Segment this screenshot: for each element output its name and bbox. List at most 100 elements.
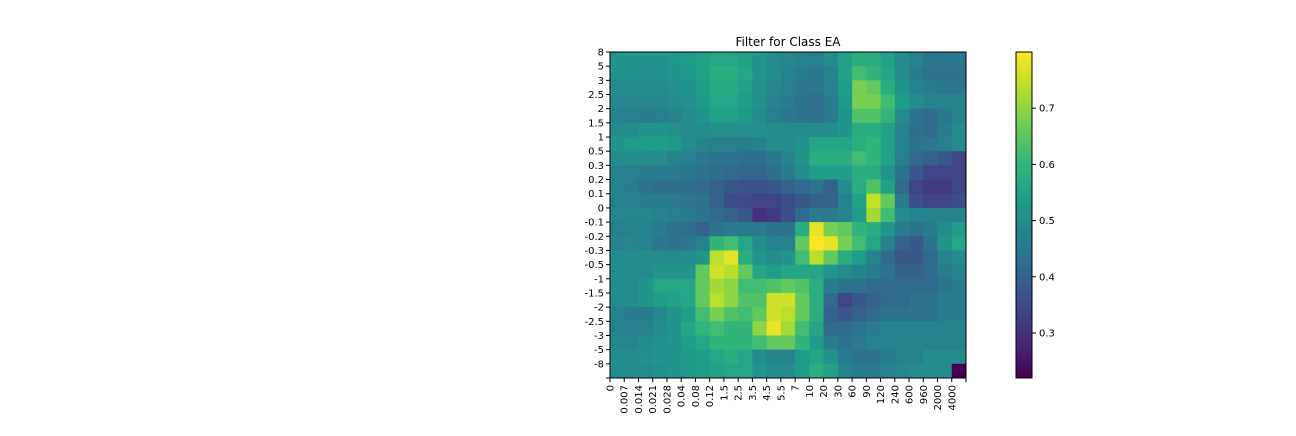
heatmap-cell — [866, 307, 881, 322]
heatmap-cell — [610, 363, 625, 379]
colorbar-segment — [1016, 160, 1032, 164]
heatmap-cell — [823, 94, 839, 110]
colorbar-segment — [1016, 299, 1032, 303]
heatmap-cell — [766, 292, 782, 308]
heatmap-cell — [880, 94, 896, 110]
heatmap-cell — [695, 52, 711, 67]
colorbar-segment — [1016, 106, 1032, 110]
heatmap-cell — [610, 80, 625, 95]
y-tick-label: 0.3 — [588, 161, 604, 172]
heatmap-cell — [766, 108, 782, 124]
colorbar-segment — [1016, 122, 1032, 126]
heatmap-cell — [837, 335, 853, 351]
heatmap-cell — [738, 363, 753, 379]
heatmap-cell — [937, 292, 953, 308]
heatmap-cell — [652, 250, 668, 265]
heatmap-cell — [695, 307, 711, 322]
x-tick-label: 7 — [791, 385, 802, 391]
heatmap-cell — [937, 94, 953, 110]
heatmap-cell — [894, 137, 910, 152]
heatmap-cell — [795, 264, 810, 280]
heatmap-cells — [610, 52, 967, 379]
heatmap-cell — [780, 165, 796, 180]
heatmap-cell — [666, 307, 682, 322]
heatmap-cell — [837, 292, 853, 308]
colorbar: 0.3 0.4 0.5 0.6 0.7 — [1015, 51, 1055, 379]
heatmap-cell — [752, 122, 768, 138]
heatmap-cell — [638, 236, 654, 251]
heatmap-cell — [681, 66, 696, 81]
heatmap-cell — [638, 321, 654, 336]
heatmap-cell — [923, 264, 938, 280]
heatmap-cell — [652, 264, 668, 280]
heatmap-cell — [951, 52, 967, 67]
colorbar-frame — [1015, 51, 1033, 379]
y-tick-label: -8 — [594, 359, 604, 370]
x-tick-label: 0.014 — [634, 385, 645, 414]
heatmap-cell — [894, 349, 910, 365]
heatmap-cell — [638, 66, 654, 81]
heatmap-cell — [951, 66, 967, 81]
colorbar-segment — [1016, 152, 1032, 156]
heatmap-cell — [681, 207, 696, 223]
heatmap-cell — [880, 80, 896, 95]
heatmap-cell — [709, 165, 725, 180]
heatmap-cell — [837, 66, 853, 81]
colorbar-segment — [1016, 348, 1032, 352]
colorbar-segment — [1016, 269, 1032, 273]
heatmap-cell — [837, 122, 853, 138]
heatmap-cell — [809, 349, 824, 365]
heatmap-cell — [866, 66, 881, 81]
heatmap-cell — [951, 165, 967, 180]
heatmap-cell — [866, 321, 881, 336]
x-tick-label: 4.5 — [762, 385, 773, 401]
heatmap-cell — [937, 80, 953, 95]
colorbar-segment — [1016, 318, 1032, 322]
heatmap-cell — [638, 335, 654, 351]
heatmap-cell — [752, 264, 768, 280]
heatmap-cell — [880, 207, 896, 223]
heatmap-cell — [909, 349, 924, 365]
heatmap-cell — [766, 193, 782, 209]
heatmap-cell — [923, 94, 938, 110]
heatmap-cell — [766, 137, 782, 152]
colorbar-segment — [1016, 193, 1032, 197]
heatmap-cell — [624, 292, 639, 308]
heatmap-cell — [709, 236, 725, 251]
heatmap-cell — [823, 264, 839, 280]
x-tick-label: 20 — [819, 385, 830, 398]
heatmap-cell — [880, 151, 896, 166]
heatmap-cell — [752, 363, 768, 379]
heatmap-cell — [638, 278, 654, 294]
heatmap-cell — [795, 349, 810, 365]
heatmap-cell — [610, 222, 625, 237]
heatmap-cell — [695, 137, 711, 152]
heatmap-cell — [894, 165, 910, 180]
heatmap-cell — [752, 307, 768, 322]
heatmap-cell — [766, 122, 782, 138]
colorbar-segment — [1016, 339, 1032, 344]
heatmap-cell — [738, 335, 753, 351]
heatmap-cell — [852, 349, 867, 365]
heatmap-cell — [681, 307, 696, 322]
heatmap-cell — [624, 193, 639, 209]
heatmap-cell — [909, 52, 924, 67]
heatmap-cell — [652, 292, 668, 308]
heatmap-cell — [909, 321, 924, 336]
heatmap-cell — [795, 193, 810, 209]
heatmap-cell — [723, 122, 739, 138]
heatmap-cell — [809, 137, 824, 152]
heatmap-cell — [823, 349, 839, 365]
colorbar-segment — [1016, 261, 1032, 265]
colorbar-segment — [1016, 291, 1032, 295]
heatmap-cell — [638, 222, 654, 237]
heatmap-cell — [866, 335, 881, 351]
heatmap-cell — [738, 137, 753, 152]
heatmap-cell — [866, 137, 881, 152]
x-tick-label: 0.04 — [677, 385, 688, 407]
heatmap-cell — [866, 264, 881, 280]
heatmap-cell — [795, 321, 810, 336]
heatmap-cell — [923, 137, 938, 152]
heatmap-cell — [780, 193, 796, 209]
